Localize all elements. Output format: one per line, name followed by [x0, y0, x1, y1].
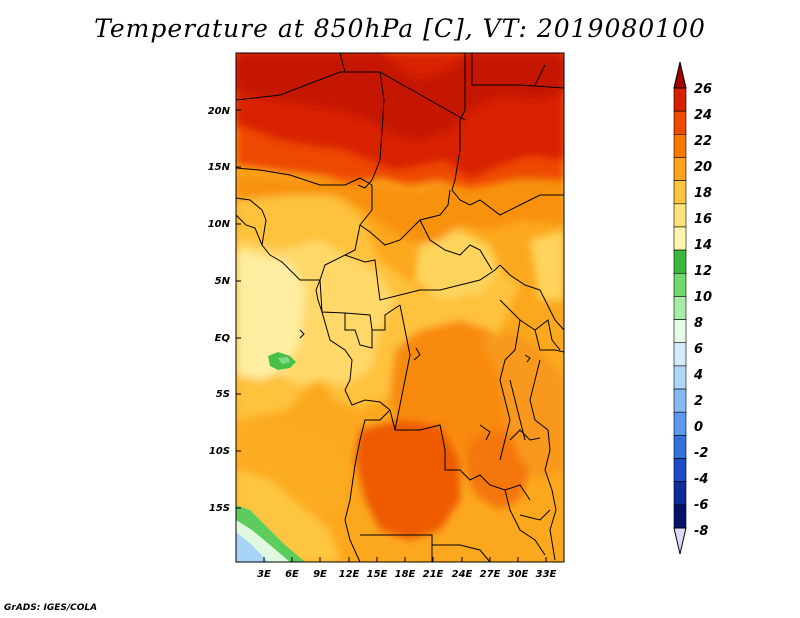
colorbar-label-4: 4 [693, 368, 703, 383]
lat-label-10n: 10N [208, 219, 231, 230]
colorbar-box [673, 272, 687, 297]
colorbar-label-minus-6: -6 [694, 498, 708, 513]
colorbar-box [673, 134, 687, 158]
colorbar-label-16: 16 [694, 212, 712, 227]
lon-label-24e: 24E [452, 569, 473, 580]
lon-label-21e: 21E [423, 569, 444, 580]
lon-label-27e: 27E [480, 569, 501, 580]
colorbar-boxes [673, 87, 687, 529]
colorbar-box [673, 110, 687, 135]
colorbar-label-2: 2 [694, 394, 703, 409]
colorbar-box [673, 435, 687, 459]
lat-label-10s: 10S [209, 446, 230, 457]
colorbar-box [673, 388, 687, 413]
colorbar-label-22: 22 [694, 134, 712, 149]
colorbar-box [673, 296, 687, 320]
colorbar-box [673, 226, 687, 251]
lat-label-5n: 5N [215, 276, 231, 287]
lon-label-30e: 30E [508, 569, 529, 580]
colorbar-label-10: 10 [694, 290, 712, 305]
lon-label-33e: 33E [536, 569, 557, 580]
colorbar-label-26: 26 [694, 82, 712, 97]
colorbar-label-24: 24 [694, 108, 712, 123]
colorbar-label-20: 20 [694, 160, 712, 175]
lat-label-20n: 20N [208, 106, 231, 117]
colorbar-box [673, 458, 687, 482]
colorbar-box [673, 481, 687, 506]
plot-frame [235, 52, 565, 563]
lon-label-18e: 18E [395, 569, 416, 580]
map-title: Temperature at 850hPa [C], VT: 201908010… [94, 14, 706, 43]
colorbar: 26 24 22 20 18 16 14 12 10 8 6 4 2 0 -2 … [673, 61, 712, 555]
colorbar-bottom-triangle [673, 527, 687, 555]
colorbar-label-6: 6 [694, 342, 703, 357]
colorbar-box [673, 157, 687, 181]
latitude-axis: 20N 15N 10N 5N EQ 5S 10S 15S [208, 106, 241, 514]
colorbar-label-minus-8: -8 [694, 524, 708, 539]
colorbar-box [673, 203, 687, 228]
lat-label-eq: EQ [215, 333, 231, 344]
colorbar-label-14: 14 [694, 238, 712, 253]
lon-label-9e: 9E [313, 569, 327, 580]
colorbar-label-minus-2: -2 [694, 446, 708, 461]
lat-label-15n: 15N [208, 162, 231, 173]
colorbar-label-minus-4: -4 [694, 472, 708, 487]
lon-label-15e: 15E [367, 569, 388, 580]
colorbar-box [673, 411, 687, 436]
colorbar-label-12: 12 [694, 264, 712, 279]
colorbar-box [673, 319, 687, 344]
colorbar-labels: 26 24 22 20 18 16 14 12 10 8 6 4 2 0 -2 … [693, 82, 712, 539]
colorbar-box [673, 504, 687, 529]
colorbar-box [673, 87, 687, 112]
lat-label-5s: 5S [216, 389, 230, 400]
grads-credit: GrADS: IGES/COLA [4, 603, 98, 613]
colorbar-box [673, 342, 687, 367]
lon-label-12e: 12E [339, 569, 360, 580]
colorbar-box [673, 180, 687, 205]
colorbar-top-triangle [673, 61, 687, 89]
colorbar-box [673, 249, 687, 274]
lon-label-6e: 6E [285, 569, 299, 580]
colorbar-label-0: 0 [694, 420, 703, 435]
colorbar-label-8: 8 [694, 316, 703, 331]
colorbar-label-18: 18 [694, 186, 712, 201]
colorbar-box [673, 365, 687, 390]
longitude-axis: 3E 6E 9E 12E 15E 18E 21E 24E 27E 30E 33E [257, 557, 557, 580]
lon-label-3e: 3E [257, 569, 271, 580]
country-boundaries [236, 53, 564, 562]
lat-label-15s: 15S [209, 503, 230, 514]
